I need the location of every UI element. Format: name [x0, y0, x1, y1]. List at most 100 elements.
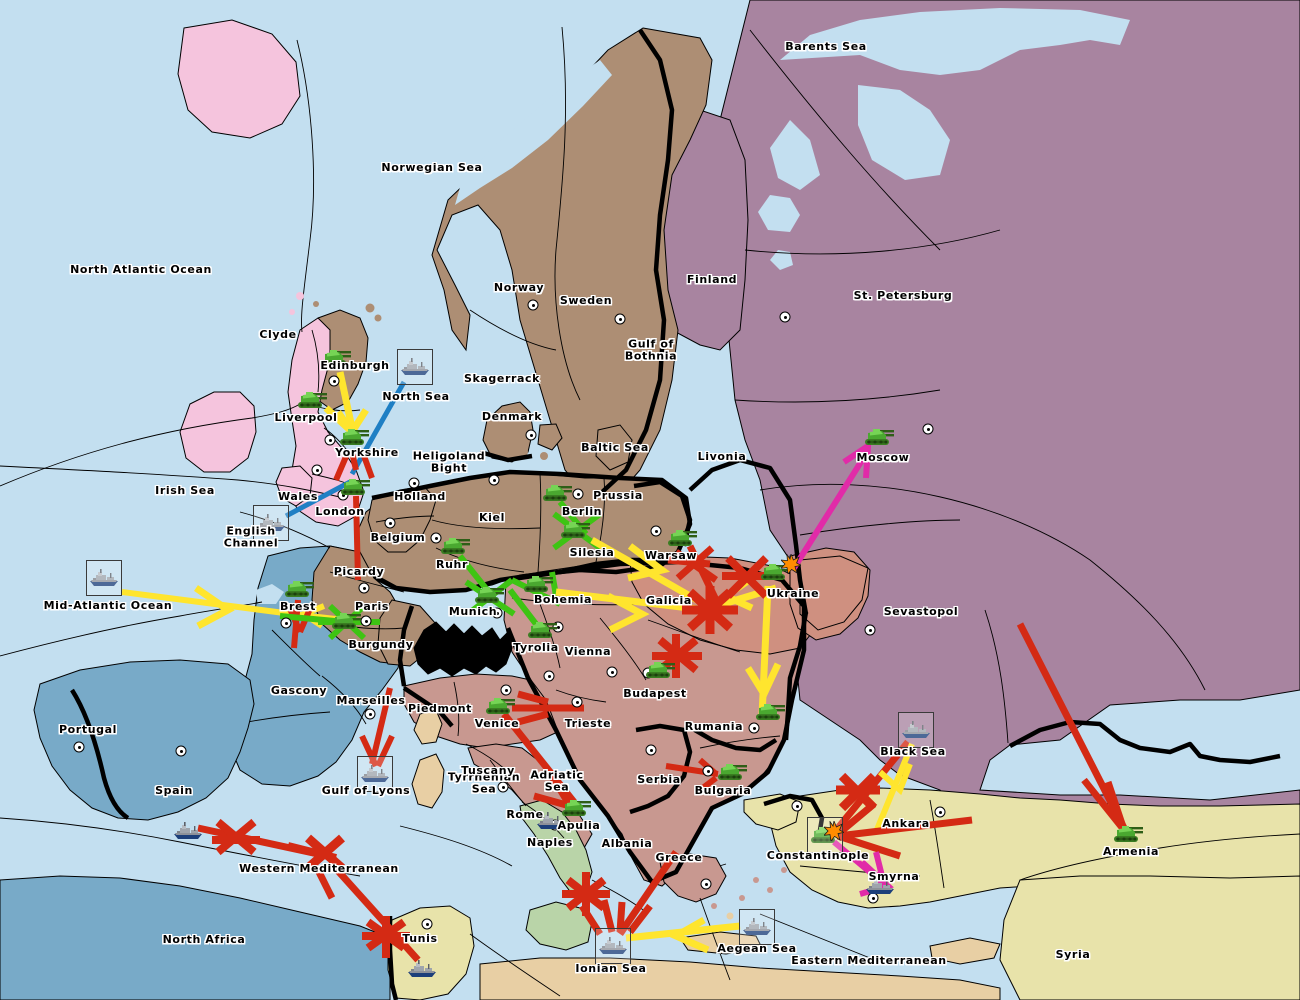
fleet-ship-icon: [401, 358, 429, 375]
border-emed: [759, 913, 881, 963]
supply-center-dot[interactable]: [748, 722, 760, 734]
supply-center-dot[interactable]: [606, 666, 618, 678]
supply-center-dot[interactable]: [572, 488, 584, 500]
supply-center-dot[interactable]: [791, 800, 803, 812]
border-russia-internal-5: [799, 519, 961, 536]
supply-center-dot[interactable]: [700, 878, 712, 890]
supply-center-dot[interactable]: [571, 696, 583, 708]
supply-center-dot[interactable]: [421, 918, 433, 930]
supply-center-dot[interactable]: [73, 741, 85, 753]
supply-center-dot[interactable]: [360, 615, 372, 627]
order-arrows: [121, 371, 1128, 963]
army-tank-icon: [562, 800, 591, 816]
army-tank-icon: [332, 613, 361, 629]
region-turkey-north-coast: [743, 793, 801, 831]
fleet-unit[interactable]: [171, 820, 205, 842]
supply-center-dot[interactable]: [922, 423, 934, 435]
army-unit[interactable]: [540, 482, 574, 504]
order-aegean-ionian: [625, 916, 741, 954]
army-tank-icon: [865, 429, 894, 445]
army-unit[interactable]: [295, 389, 329, 411]
army-unit[interactable]: [472, 584, 506, 606]
army-unit[interactable]: [329, 610, 363, 632]
supply-center-dot[interactable]: [934, 806, 946, 818]
army-unit[interactable]: [337, 426, 371, 448]
sea-barents-inlet: [780, 8, 1130, 75]
border-natlantic: [0, 403, 301, 487]
supply-center-dot[interactable]: [497, 781, 509, 793]
power-border-russia-south: [688, 457, 809, 615]
order-wmed-x: [287, 834, 345, 900]
fleet-unit[interactable]: [534, 810, 568, 832]
army-unit[interactable]: [753, 701, 787, 723]
supply-center-dot[interactable]: [525, 429, 537, 441]
army-unit[interactable]: [282, 578, 316, 600]
sea-onega: [770, 120, 820, 190]
power-border-turkey-russia: [1008, 719, 1281, 765]
supply-center-dot[interactable]: [702, 765, 714, 777]
order-ankara-con: [837, 816, 973, 840]
supply-center-dot[interactable]: [175, 745, 187, 757]
army-unit[interactable]: [1111, 823, 1145, 845]
supply-center-dot[interactable]: [364, 708, 376, 720]
fleet-unit[interactable]: [596, 935, 630, 957]
supply-center-dot[interactable]: [614, 313, 626, 325]
supply-center-dot[interactable]: [527, 299, 539, 311]
supply-center-dot[interactable]: [358, 582, 370, 594]
fleet-unit[interactable]: [87, 567, 121, 589]
fleet-unit[interactable]: [740, 916, 774, 938]
region-switzerland: [413, 621, 513, 677]
army-unit[interactable]: [483, 695, 517, 717]
fleet-unit[interactable]: [899, 719, 933, 741]
supply-center-dot[interactable]: [280, 617, 292, 629]
fleet-unit[interactable]: [863, 875, 897, 897]
army-unit[interactable]: [521, 573, 555, 595]
army-unit[interactable]: [525, 619, 559, 641]
fleet-unit[interactable]: [398, 356, 432, 378]
sea-white-sea: [858, 85, 950, 180]
supply-center-dot[interactable]: [491, 607, 503, 619]
army-unit[interactable]: [715, 761, 749, 783]
army-tank-icon: [486, 698, 515, 714]
army-unit[interactable]: [558, 519, 592, 541]
supply-center-dot[interactable]: [488, 474, 500, 486]
supply-center-dot[interactable]: [430, 532, 442, 544]
supply-center-dot[interactable]: [645, 744, 657, 756]
border-iceland-sea: [296, 39, 314, 333]
supply-center-dot[interactable]: [324, 434, 336, 446]
supply-center-dot[interactable]: [328, 375, 340, 387]
army-tank-icon: [528, 622, 557, 638]
order-northsea-london: [349, 380, 407, 476]
fleet-unit[interactable]: [358, 763, 392, 785]
region-greece-south: [659, 853, 727, 903]
supply-center-dot[interactable]: [408, 477, 420, 489]
supply-center-dot[interactable]: [543, 670, 555, 682]
army-unit[interactable]: [438, 535, 472, 557]
supply-center-dot[interactable]: [779, 311, 791, 323]
region-sardinia: [411, 753, 445, 809]
army-unit[interactable]: [862, 426, 896, 448]
army-tank-icon: [718, 764, 747, 780]
army-unit[interactable]: [665, 527, 699, 549]
fleet-ship-icon: [902, 721, 930, 738]
border-kiel-ruhr: [431, 519, 541, 530]
border-russia-internal-6: [984, 609, 1009, 744]
army-unit[interactable]: [319, 347, 353, 369]
fleet-unit[interactable]: [254, 512, 288, 534]
dislodge-burst-icon: [779, 552, 803, 578]
army-tank-icon: [761, 564, 790, 580]
supply-center-dot[interactable]: [384, 517, 396, 529]
army-unit[interactable]: [758, 561, 792, 583]
border-brest-gascony: [271, 629, 321, 677]
border-wmed-africa: [0, 817, 361, 877]
army-unit[interactable]: [338, 476, 372, 498]
supply-center-dot[interactable]: [500, 684, 512, 696]
supply-center-dot[interactable]: [864, 624, 876, 636]
fleet-unit[interactable]: [405, 958, 439, 980]
region-north-africa: [0, 875, 391, 1000]
supply-center-dot[interactable]: [650, 525, 662, 537]
army-unit[interactable]: [559, 797, 593, 819]
army-unit[interactable]: [643, 659, 677, 681]
supply-center-dot[interactable]: [311, 464, 323, 476]
